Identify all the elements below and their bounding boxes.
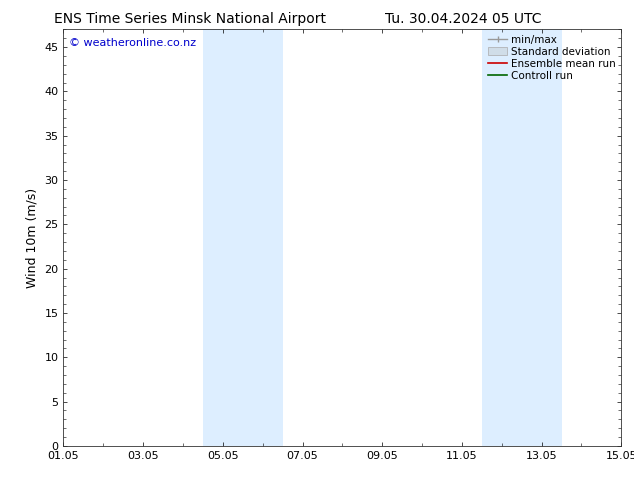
Legend: min/max, Standard deviation, Ensemble mean run, Controll run: min/max, Standard deviation, Ensemble me…	[486, 32, 618, 83]
Text: © weatheronline.co.nz: © weatheronline.co.nz	[69, 38, 196, 48]
Text: ENS Time Series Minsk National Airport: ENS Time Series Minsk National Airport	[54, 12, 327, 26]
Y-axis label: Wind 10m (m/s): Wind 10m (m/s)	[26, 188, 39, 288]
Bar	[203, 29, 283, 446]
Text: Tu. 30.04.2024 05 UTC: Tu. 30.04.2024 05 UTC	[385, 12, 541, 26]
Bar	[482, 29, 562, 446]
